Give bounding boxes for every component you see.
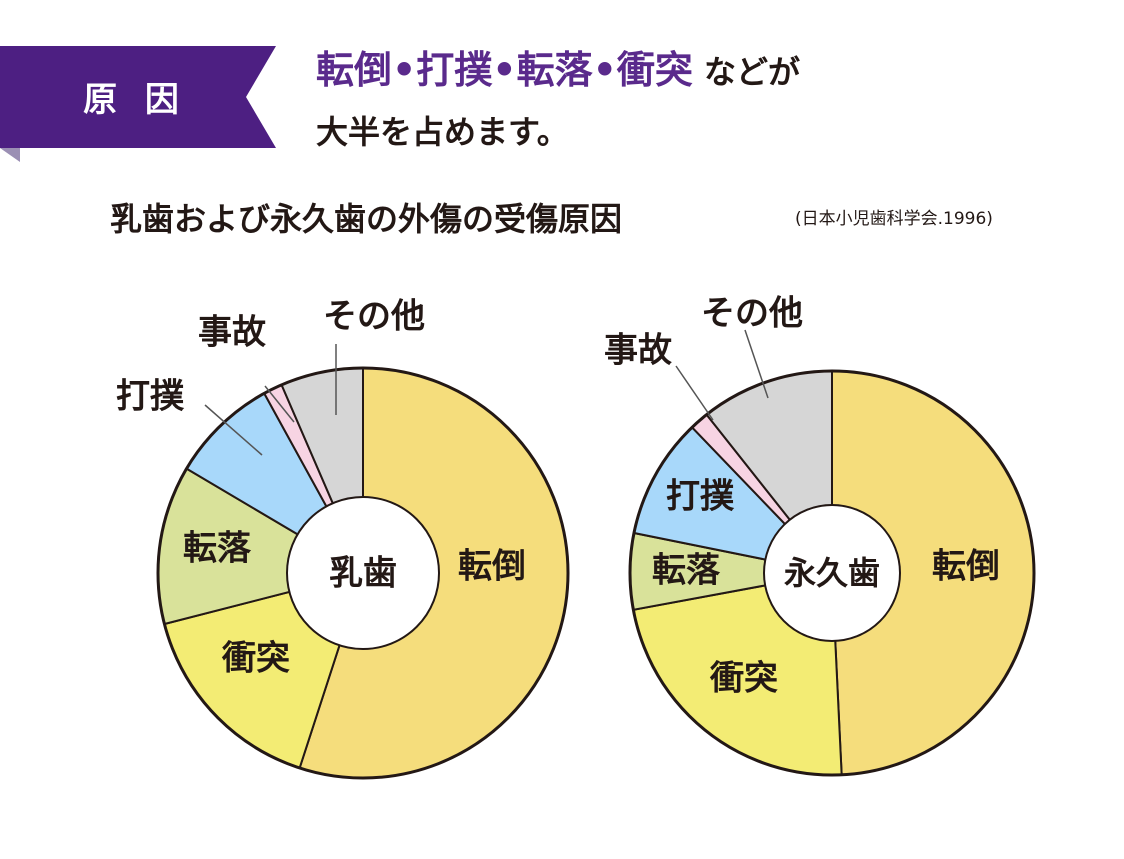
pie1-leader-4 xyxy=(264,385,295,423)
pie1-label-4: 事故 xyxy=(198,313,266,353)
pie2-label-1: 衝突 xyxy=(709,659,778,699)
pie1-outline xyxy=(156,366,570,780)
pie1-center-label: 乳歯 xyxy=(329,554,397,594)
pie2-label-3: 打撲 xyxy=(666,477,735,517)
pie1-center xyxy=(286,496,440,650)
chart-subtitle: 乳歯および永久歯の外傷の受傷原因 xyxy=(110,200,623,238)
pie2-label-0: 転倒 xyxy=(932,547,1000,587)
source-citation: (日本小児歯科学会.1996) xyxy=(795,209,993,229)
headline-accent: 転倒•打撲•転落•衝突 xyxy=(316,48,693,92)
pie2-label-4: 事故 xyxy=(604,331,672,371)
headline: 転倒•打撲•転落•衝突 などが 大半を占めます。 xyxy=(316,40,800,162)
pie2-leader-5 xyxy=(744,329,769,399)
headline-tail: などが xyxy=(704,53,801,91)
banner-shape xyxy=(0,46,276,162)
pie2-label-5: その他 xyxy=(701,294,803,334)
pie1-label-3: 打撲 xyxy=(116,377,185,417)
pie2-outline xyxy=(628,369,1036,777)
pie1-label-5: その他 xyxy=(323,297,425,337)
pie2-center-label: 永久歯 xyxy=(784,554,880,592)
pie2-label-2: 転落 xyxy=(652,551,721,591)
cause-banner: 原 因 xyxy=(0,46,280,162)
headline-line2: 大半を占めます。 xyxy=(316,113,569,151)
pie1-label-0: 転倒 xyxy=(458,547,526,587)
pie1-label-1: 衝突 xyxy=(221,639,290,679)
pie2-leader-4 xyxy=(675,365,714,421)
banner-label: 原 因 xyxy=(83,80,187,120)
pie1-label-2: 転落 xyxy=(183,529,252,569)
pie1-leader-3 xyxy=(204,404,263,456)
pie2-center xyxy=(763,504,901,642)
